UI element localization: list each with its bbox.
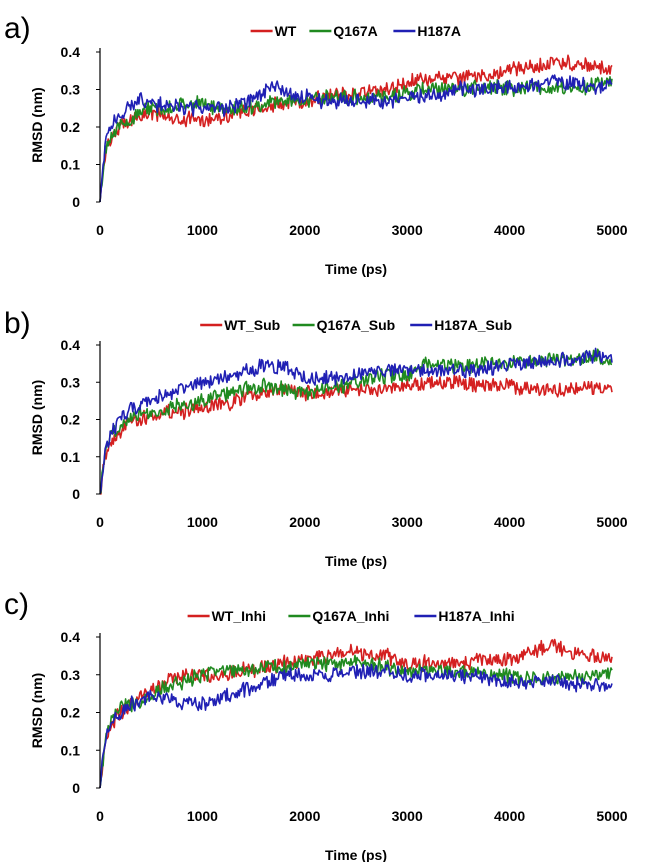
x-tick-label: 2000 bbox=[289, 222, 320, 238]
legend: WT Q167A H187A bbox=[250, 23, 461, 39]
y-tick-label: 0.4 bbox=[61, 337, 81, 353]
x-tick-label: 2000 bbox=[289, 808, 320, 824]
x-tick-label: 0 bbox=[96, 222, 104, 238]
series-line-q167a-sub bbox=[99, 348, 613, 495]
legend-label-q167a-inhi: Q167A_Inhi bbox=[312, 608, 389, 624]
legend-label-h187a-sub: H187A_Sub bbox=[434, 317, 512, 333]
series-line-h187a-sub bbox=[99, 347, 613, 495]
legend-label-h187a-inhi: H187A_Inhi bbox=[438, 608, 514, 624]
y-tick-label: 0.2 bbox=[61, 705, 81, 721]
x-tick-label: 3000 bbox=[392, 222, 423, 238]
legend-label-wt-sub: WT_Sub bbox=[224, 317, 280, 333]
y-axis-label: RMSD (nm) bbox=[29, 87, 45, 162]
y-tick-label: 0.4 bbox=[61, 629, 81, 645]
panel-label: c) bbox=[4, 588, 29, 621]
y-axis-label: RMSD (nm) bbox=[29, 673, 45, 748]
x-tick-label: 0 bbox=[96, 808, 104, 824]
y-tick-label: 0.3 bbox=[61, 374, 81, 390]
chart-panel-c: 0 0.1 0.2 0.3 0.4 0 1000 2000 3000 4000 5000 Time (… bbox=[29, 608, 628, 863]
x-tick-label: 3000 bbox=[392, 808, 423, 824]
y-tick-label: 0.3 bbox=[61, 667, 81, 683]
y-tick-label: 0 bbox=[72, 194, 80, 210]
legend: WT_Inhi Q167A_Inhi H187A_Inhi bbox=[187, 608, 515, 624]
x-tick-label: 4000 bbox=[494, 222, 525, 238]
y-tick-label: 0.4 bbox=[61, 44, 81, 60]
y-tick-label: 0.1 bbox=[61, 157, 81, 173]
x-tick-label: 5000 bbox=[596, 514, 627, 530]
y-axis-label: RMSD (nm) bbox=[29, 380, 45, 455]
chart-panel-a: 0 0.1 0.2 0.3 0.4 0 1000 2000 3000 4000 5000 Time (… bbox=[29, 23, 628, 277]
x-tick-label: 5000 bbox=[596, 222, 627, 238]
y-tick-label: 0.1 bbox=[61, 742, 81, 758]
panel-a: a) 0 0.1 0.2 0.3 0.4 0 1000 2000 3000 4000 5000 Tim… bbox=[0, 0, 652, 287]
x-tick-label: 3000 bbox=[392, 514, 423, 530]
legend-label-h187a: H187A bbox=[417, 23, 461, 39]
y-tick-label: 0.2 bbox=[61, 119, 81, 135]
series-line-h187a-inhi bbox=[99, 663, 613, 789]
legend-label-wt-inhi: WT_Inhi bbox=[212, 608, 266, 624]
series-line-q167a-inhi bbox=[99, 654, 613, 789]
x-tick-label: 1000 bbox=[187, 514, 218, 530]
x-tick-label: 2000 bbox=[289, 514, 320, 530]
legend-label-q167a-sub: Q167A_Sub bbox=[317, 317, 396, 333]
series-line-h187a bbox=[99, 74, 613, 203]
x-tick-label: 1000 bbox=[187, 222, 218, 238]
series-line-wt-sub bbox=[100, 374, 613, 495]
legend: WT_Sub Q167A_Sub H187A_Sub bbox=[200, 317, 512, 333]
x-tick-label: 5000 bbox=[596, 808, 627, 824]
panel-c: c) 0 0.1 0.2 0.3 0.4 0 1000 2000 3000 4000 5000 Tim… bbox=[0, 574, 652, 864]
y-tick-label: 0.2 bbox=[61, 412, 81, 428]
panel-b: b) 0 0.1 0.2 0.3 0.4 0 1000 2000 3000 4000 5000 Tim… bbox=[0, 287, 652, 574]
panel-label: b) bbox=[4, 307, 31, 340]
x-tick-label: 0 bbox=[96, 514, 104, 530]
y-tick-label: 0.3 bbox=[61, 82, 81, 98]
series-line-wt-inhi bbox=[99, 638, 613, 789]
y-tick-label: 0.1 bbox=[61, 449, 81, 465]
y-tick-label: 0 bbox=[72, 486, 80, 502]
series-line-wt bbox=[99, 54, 613, 203]
x-axis-label: Time (ps) bbox=[325, 847, 387, 862]
chart-panel-b: 0 0.1 0.2 0.3 0.4 0 1000 2000 3000 4000 5000 Time (… bbox=[29, 317, 628, 569]
x-axis-label: Time (ps) bbox=[325, 261, 387, 277]
x-tick-label: 1000 bbox=[187, 808, 218, 824]
x-axis-label: Time (ps) bbox=[325, 553, 387, 569]
legend-label-q167a: Q167A bbox=[333, 23, 377, 39]
x-tick-label: 4000 bbox=[494, 808, 525, 824]
legend-label-wt: WT bbox=[275, 23, 297, 39]
y-tick-label: 0 bbox=[72, 780, 80, 796]
x-tick-label: 4000 bbox=[494, 514, 525, 530]
panel-label: a) bbox=[4, 12, 31, 45]
series-line-q167a bbox=[99, 76, 613, 203]
